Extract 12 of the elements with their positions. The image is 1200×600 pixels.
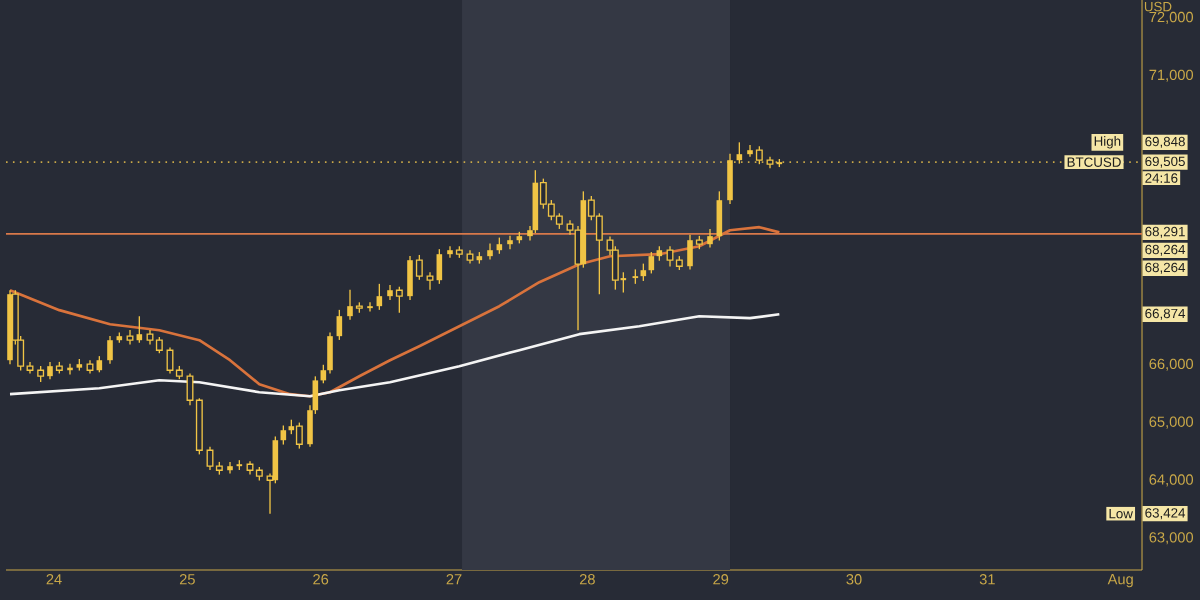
candlestick [107, 335, 113, 365]
candlestick [126, 329, 134, 346]
candlestick [227, 461, 233, 475]
candlestick [727, 153, 733, 205]
candlestick [507, 235, 513, 250]
candlestick [707, 228, 713, 249]
candlestick [426, 271, 434, 291]
candlestick [487, 242, 493, 261]
candlestick [327, 331, 333, 375]
candlestick [395, 286, 403, 314]
candlestick [295, 421, 303, 450]
candlestick [367, 301, 373, 313]
